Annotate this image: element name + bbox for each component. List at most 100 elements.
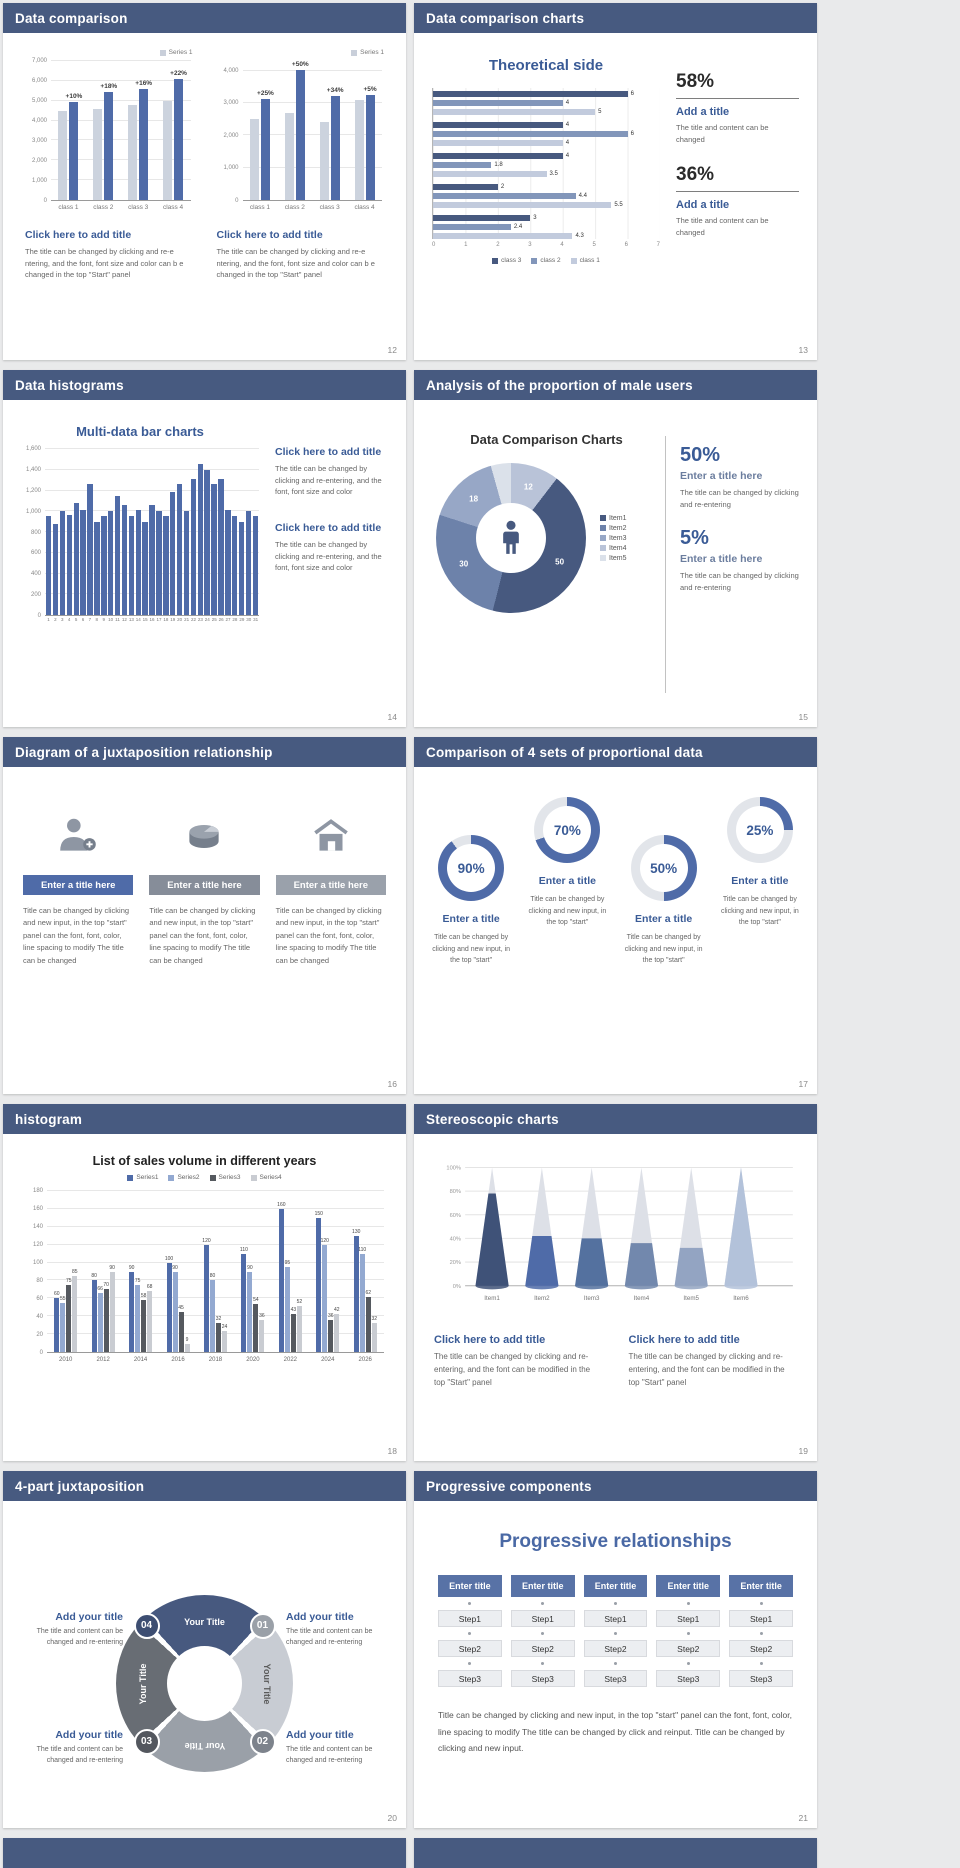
chart-legend: class 3 class 2 class 1 [432,257,660,264]
bar-group: 160 95 43 52 [272,1191,309,1352]
bar [328,1319,334,1352]
step-chip: Step2 [656,1640,721,1657]
stat-block: 50% Enter a title here The title can be … [680,444,803,511]
legend-label: Item1 [609,514,627,522]
x-tick-label: 18 [163,617,169,622]
slide-thumbnail-15[interactable]: Analysis of the proportion of male users… [414,370,817,727]
legend-item: Series4 [250,1174,282,1181]
bar [54,1298,60,1352]
segment-number-badge: 04 [133,1612,160,1639]
bar-groups: +10% +18% +16% +22% [51,61,191,200]
slice-value-label: 50 [555,557,565,567]
horizontal-bar-chart: 6 4 5 4 6 4 4 1.8 3.5 2 4.4 5.5 3 2.4 4.3 0 1 2 3 4 5 6 7 [432,88,660,248]
bar [371,1323,377,1352]
slide-thumbnail-20[interactable]: 4-part juxtaposition Your Title 04 Your Ti… [3,1471,406,1828]
bar [433,152,563,159]
value-label: 4 [565,139,570,146]
slide-thumbnail-21[interactable]: Progressive components Progressive relat… [414,1471,817,1828]
slide-thumbnail-17[interactable]: Comparison of 4 sets of proportional dat… [414,737,817,1094]
value-label: 4 [565,99,570,106]
connector-dot [613,1602,617,1605]
bar-with-label: 24 [222,1191,227,1352]
bar-groups: 60 55 75 85 80 66 70 90 90 75 58 68 100 90 45 9 120 80 32 2… [47,1191,384,1352]
description-paragraph: Title can be changed by clicking and new… [438,1710,792,1754]
slide-body: List of sales volume in different years … [3,1134,406,1461]
slide-body: 90% Enter a title Title can be changed b… [414,767,817,1094]
chart-title: Theoretical side [488,57,604,74]
bar [91,1280,97,1352]
bar-row: 6 [433,130,660,137]
x-tick-label: 3 [528,242,532,248]
bar-with-label: 55 [60,1191,66,1352]
bar-row: 1.8 [433,161,660,168]
bar [290,1313,296,1352]
step-chip: Step3 [510,1670,575,1687]
bar-with-label: 90 [172,1191,178,1352]
bar [101,516,107,615]
bar [139,89,149,200]
y-tick-label: 60 [36,1296,43,1302]
slide-thumbnail-13[interactable]: Data comparison charts Theoretical side … [414,3,817,360]
slide-thumbnail-16[interactable]: Diagram of a juxtaposition relationship … [3,737,406,1094]
x-tick-label: 6 [624,242,628,248]
x-tick-label: 17 [156,617,162,622]
x-tick-label: 21 [184,617,190,622]
gridline [47,1315,384,1317]
bar-group: 110 90 54 36 [234,1191,271,1352]
step-column: Enter title Step1 Step2 Step3 [656,1575,721,1687]
bar [241,1253,247,1352]
next-slide-header-stub[interactable] [3,1838,406,1868]
connector-dot [613,1662,617,1665]
step-chip: Step3 [729,1670,793,1687]
slide-thumbnail-14[interactable]: Data histograms Multi-data bar charts 1,… [3,370,406,727]
bar [353,1235,359,1352]
value-label: 90 [109,1264,115,1271]
slide-thumbnail-12[interactable]: Data comparison Series 1 7,000 6,000 5,000… [3,3,406,360]
text-block: Add your title The title and content can… [286,1611,396,1649]
y-tick-label: 20 [36,1332,43,1339]
gridline [45,468,259,470]
segment-number-badge: 01 [249,1612,276,1639]
x-tick-label: 25 [211,617,217,622]
bar [141,1300,147,1352]
gauge-body: Title can be changed by clicking and new… [720,896,799,927]
bar [69,101,79,200]
x-tick-label: 0 [432,242,436,248]
chart-title: Multi-data bar charts [76,424,204,439]
value-label: 2 [500,183,505,190]
value-label: 100 [164,1255,174,1262]
gridline [45,448,259,449]
slide-thumbnail-19[interactable]: Stereoscopic charts 100% 80% 60% 40% 20% 0% It… [414,1104,817,1461]
slide-body: Your Title 04 Your Title 01 Your Title 02 Your… [3,1531,406,1828]
value-label: 85 [71,1268,78,1275]
y-tick-label: 3,000 [31,138,47,144]
block-body: The title can be changed by clicking and… [434,1352,591,1387]
x-tick-label: 10 [108,617,114,622]
y-tick-label: 40 [36,1314,43,1321]
stat-title: Add a title [676,106,730,118]
x-tick-label: class 1 [249,203,271,211]
bar-groups: +25% +50% +34% +5% [243,61,383,200]
x-tick-label: 19 [170,617,176,622]
slide-header: Diagram of a juxtaposition relationship [3,737,406,767]
block-title: Click here to add title [216,229,323,241]
next-slide-header-stub[interactable] [414,1838,817,1868]
gridline [242,166,382,168]
slide-thumbnail-18[interactable]: histogram List of sales volume in differ… [3,1104,406,1461]
bar [58,110,68,200]
step-column: Enter title Step1 Step2 Step3 [438,1575,502,1687]
bar [433,214,531,221]
slide-header: Data comparison [3,3,406,33]
gauge-title: Enter a title [635,913,693,925]
bar [247,1271,253,1352]
legend-item: Item4 [600,545,627,552]
bar [109,1271,115,1352]
page-number: 12 [387,345,397,355]
value-label: 5.5 [614,201,623,208]
page-number: 17 [798,1079,808,1089]
slide-title: Diagram of a juxtaposition relationship [15,744,273,760]
bar-with-label: 80 [91,1191,97,1352]
bar-with-label: 32 [216,1191,221,1352]
gridline [47,1190,384,1191]
stats-panel: 58% Add a title The title and content ca… [660,41,799,360]
